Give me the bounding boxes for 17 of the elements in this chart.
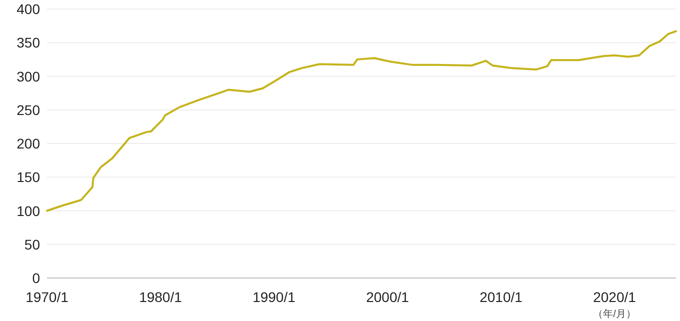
y-tick-label: 300 (16, 68, 40, 84)
x-tick-label: 1970/1 (26, 289, 69, 305)
x-tick-label: 1990/1 (252, 289, 296, 305)
x-tick-label: 2010/1 (480, 289, 523, 305)
y-tick-label: 0 (32, 270, 40, 286)
x-tick-label: 2000/1 (366, 289, 410, 305)
text: （年/月） (593, 308, 636, 320)
y-tick-label: 400 (16, 1, 40, 17)
y-tick-label: 200 (16, 136, 40, 152)
x-tick-label: 1980/1 (139, 289, 182, 305)
x-tick-label: 2020/1 (593, 289, 636, 305)
y-tick-label: 150 (16, 169, 40, 186)
y-tick-label: 100 (16, 202, 40, 219)
y-tick-label: 250 (16, 102, 40, 118)
y-tick-label: 350 (16, 34, 40, 51)
y-tick-label: 50 (24, 236, 40, 252)
line-series (46, 30, 677, 212)
